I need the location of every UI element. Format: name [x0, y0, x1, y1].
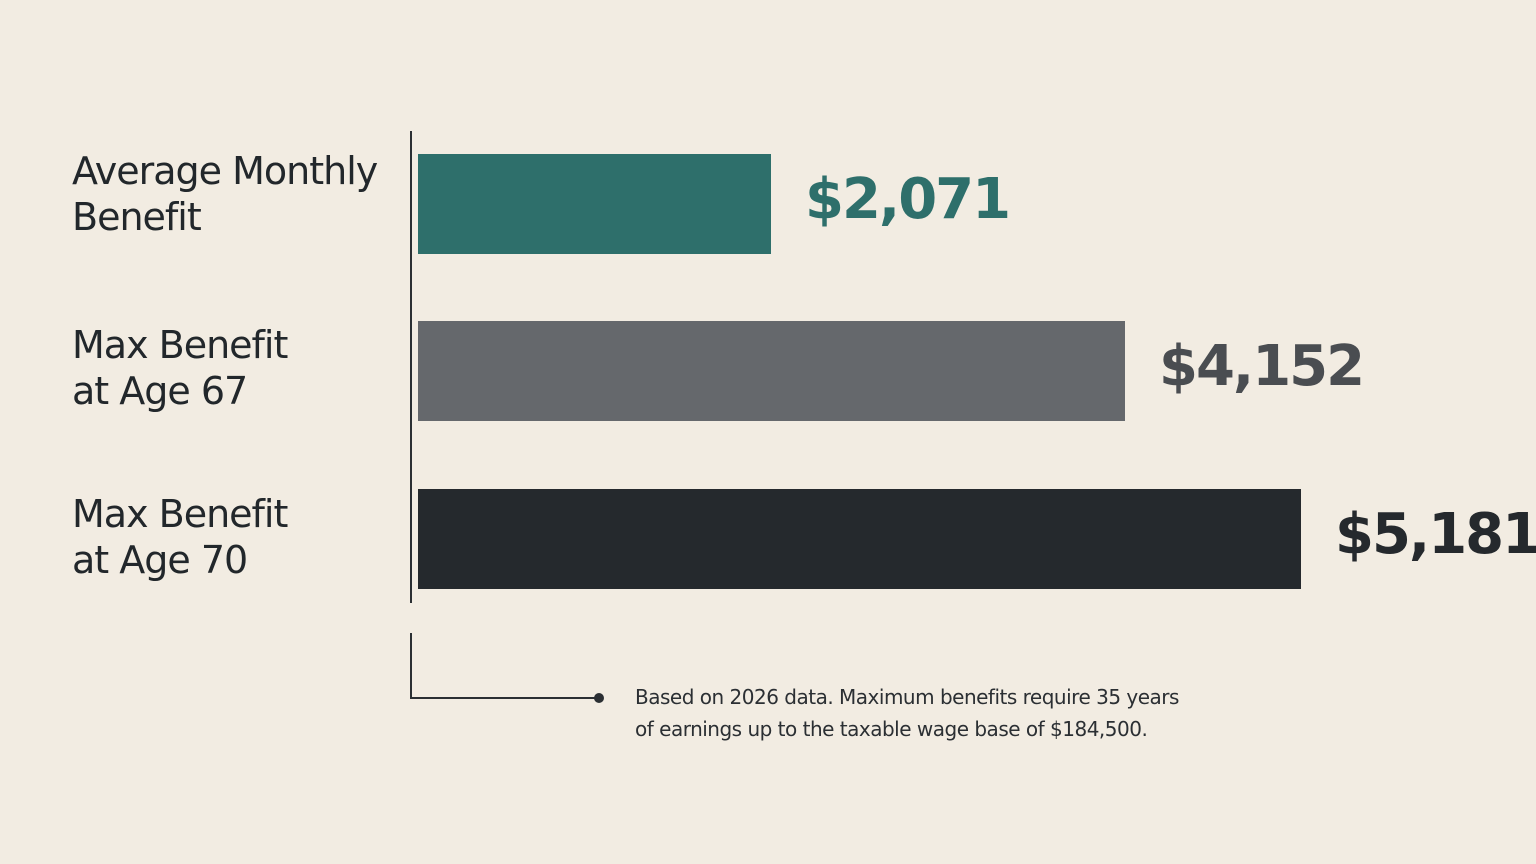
category-label: Average Monthly Benefit — [72, 149, 378, 239]
bar-value-label: $2,071 — [805, 167, 1011, 232]
footnote-line-2: of earnings up to the taxable wage base … — [635, 717, 1148, 741]
footnote-line-1: Based on 2026 data. Maximum benefits req… — [635, 685, 1179, 709]
category-label: Max Benefit at Age 67 — [72, 323, 288, 413]
bar — [418, 489, 1301, 589]
category-axis-line — [410, 131, 412, 603]
footnote-connector-vertical — [410, 633, 412, 698]
bar-value-label: $5,181 — [1335, 502, 1536, 567]
footnote: Based on 2026 data. Maximum benefits req… — [635, 681, 1235, 745]
category-label: Max Benefit at Age 70 — [72, 492, 288, 582]
bar — [418, 321, 1125, 421]
bar-value-label: $4,152 — [1159, 334, 1365, 399]
bar — [418, 154, 771, 254]
footnote-connector-horizontal — [410, 697, 598, 699]
footnote-connector-dot — [594, 693, 604, 703]
